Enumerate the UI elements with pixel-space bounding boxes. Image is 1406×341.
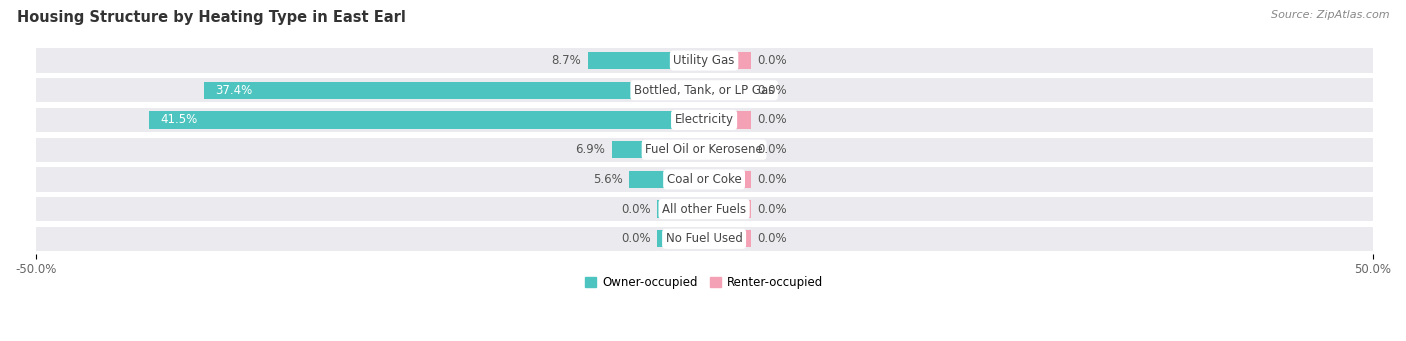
- Bar: [149, 112, 704, 129]
- Bar: [588, 52, 704, 69]
- Text: Bottled, Tank, or LP Gas: Bottled, Tank, or LP Gas: [634, 84, 775, 97]
- Bar: [35, 197, 1372, 221]
- Text: 8.7%: 8.7%: [551, 54, 581, 67]
- Text: Coal or Coke: Coal or Coke: [666, 173, 741, 186]
- Bar: [35, 167, 1372, 192]
- Bar: [658, 230, 704, 248]
- Bar: [704, 171, 751, 188]
- Text: 6.9%: 6.9%: [575, 143, 605, 156]
- Text: Utility Gas: Utility Gas: [673, 54, 735, 67]
- Text: 0.0%: 0.0%: [621, 203, 651, 216]
- Text: 0.0%: 0.0%: [758, 232, 787, 245]
- Text: Source: ZipAtlas.com: Source: ZipAtlas.com: [1271, 10, 1389, 20]
- Bar: [35, 48, 1372, 73]
- Text: 5.6%: 5.6%: [593, 173, 623, 186]
- Bar: [35, 137, 1372, 162]
- Text: 0.0%: 0.0%: [621, 232, 651, 245]
- Text: All other Fuels: All other Fuels: [662, 203, 747, 216]
- Bar: [704, 52, 751, 69]
- Text: 0.0%: 0.0%: [758, 54, 787, 67]
- Bar: [612, 141, 704, 158]
- Text: 0.0%: 0.0%: [758, 203, 787, 216]
- Text: 0.0%: 0.0%: [758, 143, 787, 156]
- Text: 0.0%: 0.0%: [758, 84, 787, 97]
- Text: 0.0%: 0.0%: [758, 173, 787, 186]
- Bar: [630, 171, 704, 188]
- Text: 37.4%: 37.4%: [215, 84, 252, 97]
- Text: 0.0%: 0.0%: [758, 114, 787, 127]
- Text: Electricity: Electricity: [675, 114, 734, 127]
- Bar: [35, 108, 1372, 132]
- Bar: [704, 201, 751, 218]
- Bar: [35, 78, 1372, 102]
- Text: Fuel Oil or Kerosene: Fuel Oil or Kerosene: [645, 143, 763, 156]
- Bar: [704, 141, 751, 158]
- Bar: [35, 227, 1372, 251]
- Bar: [704, 81, 751, 99]
- Bar: [704, 112, 751, 129]
- Legend: Owner-occupied, Renter-occupied: Owner-occupied, Renter-occupied: [579, 271, 828, 294]
- Bar: [658, 201, 704, 218]
- Text: No Fuel Used: No Fuel Used: [665, 232, 742, 245]
- Text: 41.5%: 41.5%: [160, 114, 197, 127]
- Bar: [704, 230, 751, 248]
- Text: Housing Structure by Heating Type in East Earl: Housing Structure by Heating Type in Eas…: [17, 10, 406, 25]
- Bar: [204, 81, 704, 99]
